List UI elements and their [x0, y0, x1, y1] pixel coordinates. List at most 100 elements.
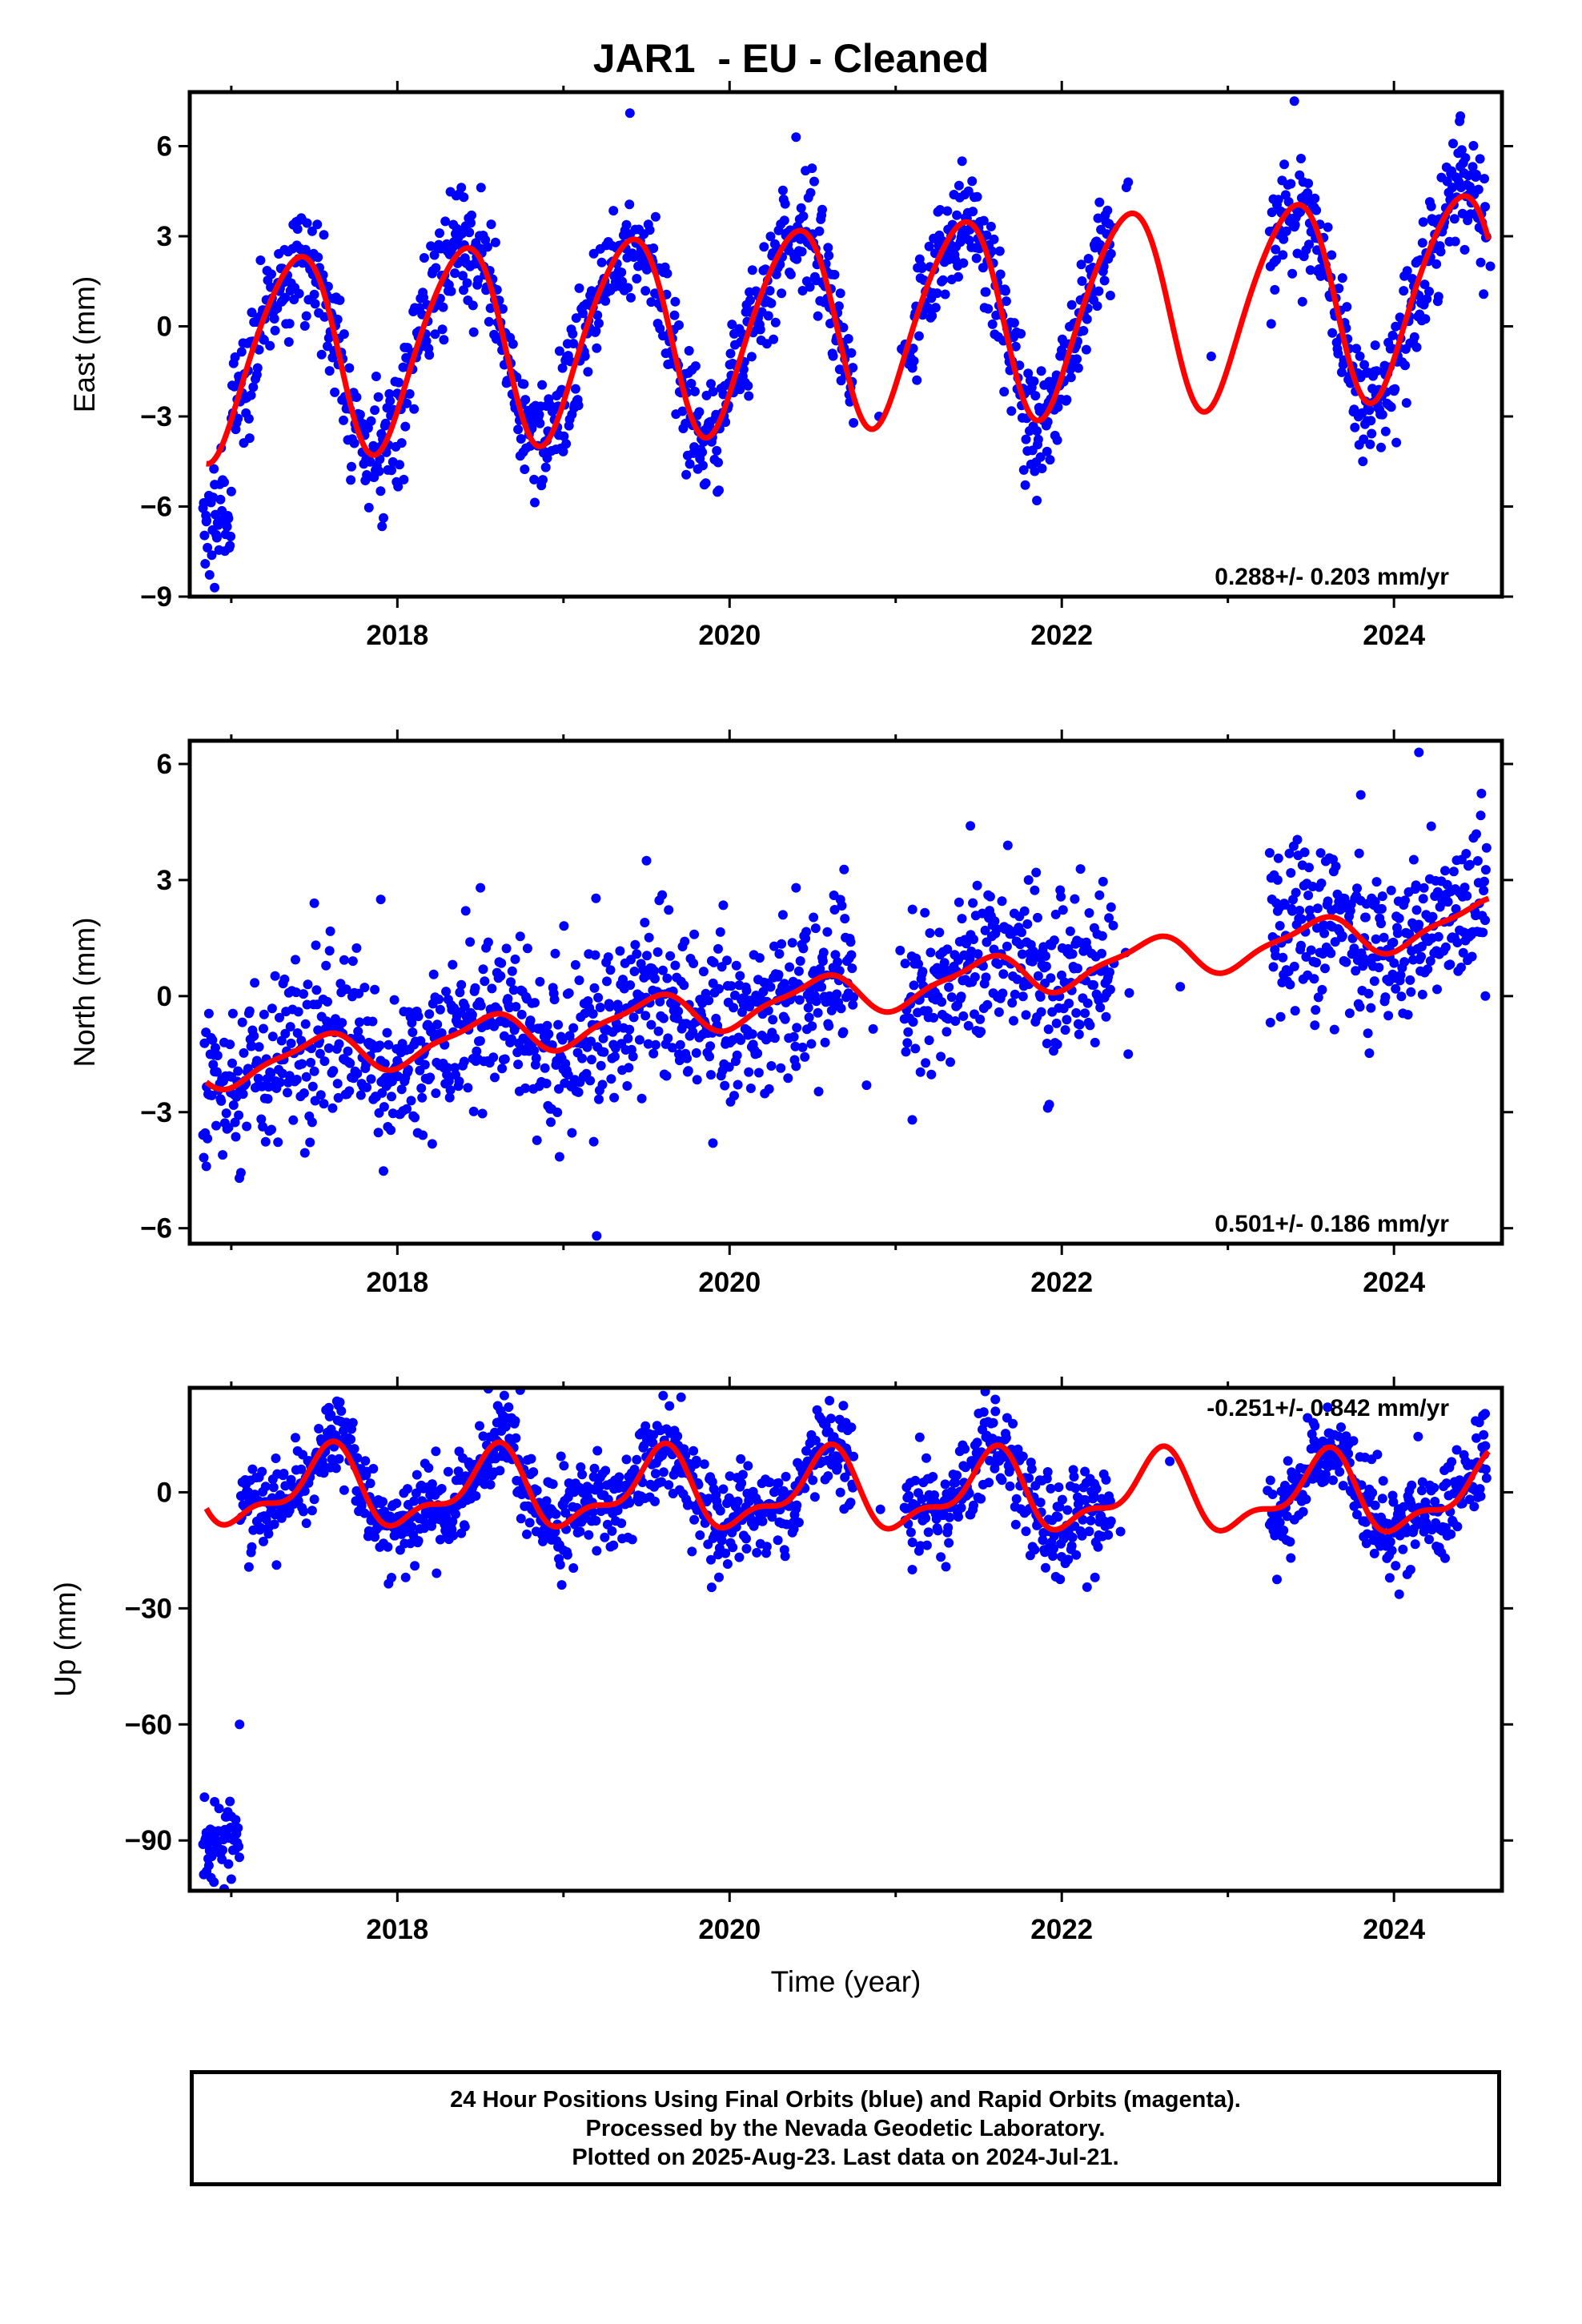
east-data-point: [1072, 354, 1082, 364]
east-data-point: [380, 418, 391, 428]
north-data-point: [915, 1067, 926, 1077]
up-data-point: [1336, 1422, 1346, 1433]
east-data-point: [1386, 402, 1396, 412]
north-data-point: [990, 916, 1000, 927]
east-data-point: [485, 303, 496, 313]
north-data-point: [992, 924, 1002, 935]
north-data-point: [917, 967, 928, 977]
east-data-point: [1035, 452, 1046, 462]
north-data-point: [769, 941, 779, 951]
up-data-point: [607, 1526, 617, 1536]
north-data-point: [629, 967, 640, 976]
north-data-point: [591, 893, 601, 903]
north-data-point: [709, 957, 719, 967]
east-data-point: [473, 275, 484, 285]
up-xtick-label: 2024: [1363, 1914, 1425, 1945]
up-data-point: [1310, 1421, 1320, 1431]
north-data-point: [593, 992, 604, 1003]
up-data-point: [1372, 1449, 1383, 1460]
up-data-point: [555, 1559, 565, 1570]
east-data-point: [200, 559, 211, 569]
up-data-point: [209, 1877, 219, 1888]
north-data-point: [909, 980, 919, 991]
north-data-point: [722, 955, 732, 966]
north-data-point: [1411, 905, 1422, 915]
east-data-point: [685, 459, 695, 469]
east-data-point: [770, 317, 781, 328]
north-data-point: [227, 1008, 238, 1019]
up-data-point: [560, 1508, 571, 1518]
up-data-point: [443, 1466, 453, 1477]
north-data-point: [1376, 903, 1387, 914]
up-data-point: [271, 1560, 282, 1570]
east-data-point: [1336, 367, 1347, 377]
north-data-point: [418, 1130, 428, 1140]
east-model-fit-line: [206, 193, 1492, 467]
north-data-point: [513, 1059, 524, 1070]
north-data-point: [476, 883, 486, 893]
north-data-point: [815, 963, 825, 974]
east-data-point: [324, 366, 335, 376]
east-data-point: [568, 328, 578, 339]
north-data-point: [731, 960, 741, 971]
east-data-point: [468, 300, 478, 311]
east-data-point: [370, 405, 380, 416]
up-data-point: [1049, 1543, 1058, 1554]
east-data-point: [1271, 255, 1282, 265]
east-data-point: [1021, 434, 1031, 444]
north-data-point: [998, 969, 1009, 979]
east-data-point: [912, 375, 922, 385]
north-data-point: [641, 855, 652, 866]
up-data-point: [1394, 1589, 1404, 1599]
north-data-point: [640, 918, 650, 927]
up-data-point: [714, 1572, 724, 1582]
east-data-point: [1303, 179, 1314, 188]
up-data-point: [226, 1874, 236, 1884]
east-data-point: [1045, 455, 1055, 465]
up-data-point: [875, 1504, 885, 1514]
east-data-point: [1407, 274, 1418, 283]
up-data-point: [558, 1545, 568, 1555]
east-data-point: [210, 582, 220, 593]
up-data-point: [387, 1573, 396, 1582]
north-plot-frame: [187, 738, 1504, 1246]
east-data-point: [225, 541, 235, 551]
up-data-point: [407, 1522, 417, 1532]
north-data-point: [981, 972, 991, 983]
north-data-point: [1106, 902, 1116, 912]
north-data-point: [640, 1011, 651, 1021]
up-data-point: [1115, 1526, 1126, 1537]
east-data-point: [766, 298, 777, 308]
east-xtick-label: 2024: [1363, 620, 1425, 651]
north-data-point: [283, 1088, 292, 1098]
north-data-point: [976, 1027, 986, 1037]
up-data-point: [475, 1421, 484, 1431]
north-data-point: [736, 1035, 746, 1045]
east-data-point: [204, 569, 215, 580]
north-data-point: [868, 1023, 878, 1034]
east-data-point: [1431, 259, 1442, 269]
north-data-point: [599, 1047, 609, 1057]
up-data-point: [436, 1484, 447, 1494]
up-data-point: [1440, 1553, 1450, 1563]
north-data-point: [496, 971, 506, 981]
north-data-point: [244, 1006, 255, 1016]
north-data-point: [1451, 904, 1461, 914]
north-data-point: [291, 955, 300, 965]
east-data-point: [1349, 404, 1359, 415]
north-data-point: [293, 1007, 303, 1017]
north-data-point: [1323, 896, 1333, 907]
east-data-point: [439, 335, 449, 345]
up-data-point: [770, 1486, 781, 1496]
north-data-point: [239, 1047, 249, 1058]
east-data-point: [374, 466, 384, 476]
north-data-point: [985, 891, 995, 902]
up-data-point: [1272, 1526, 1283, 1536]
east-data-point: [644, 225, 655, 235]
up-data-point: [1417, 1477, 1427, 1487]
north-data-point: [1009, 1015, 1018, 1026]
east-data-point: [519, 379, 529, 389]
up-data-point: [370, 1532, 380, 1542]
up-data-point: [1333, 1458, 1343, 1469]
north-data-point: [225, 1039, 235, 1050]
